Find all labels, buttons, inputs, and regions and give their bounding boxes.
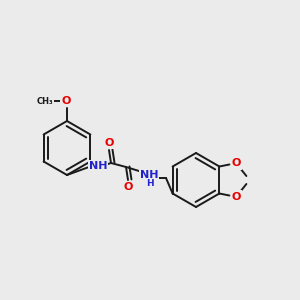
Text: O: O <box>123 182 133 192</box>
Text: O: O <box>232 191 241 202</box>
Text: H: H <box>146 178 154 188</box>
Text: O: O <box>104 138 114 148</box>
Text: CH₃: CH₃ <box>37 97 53 106</box>
Text: NH: NH <box>89 161 107 171</box>
Text: NH: NH <box>140 170 158 180</box>
Text: O: O <box>232 158 241 169</box>
Text: O: O <box>61 96 71 106</box>
